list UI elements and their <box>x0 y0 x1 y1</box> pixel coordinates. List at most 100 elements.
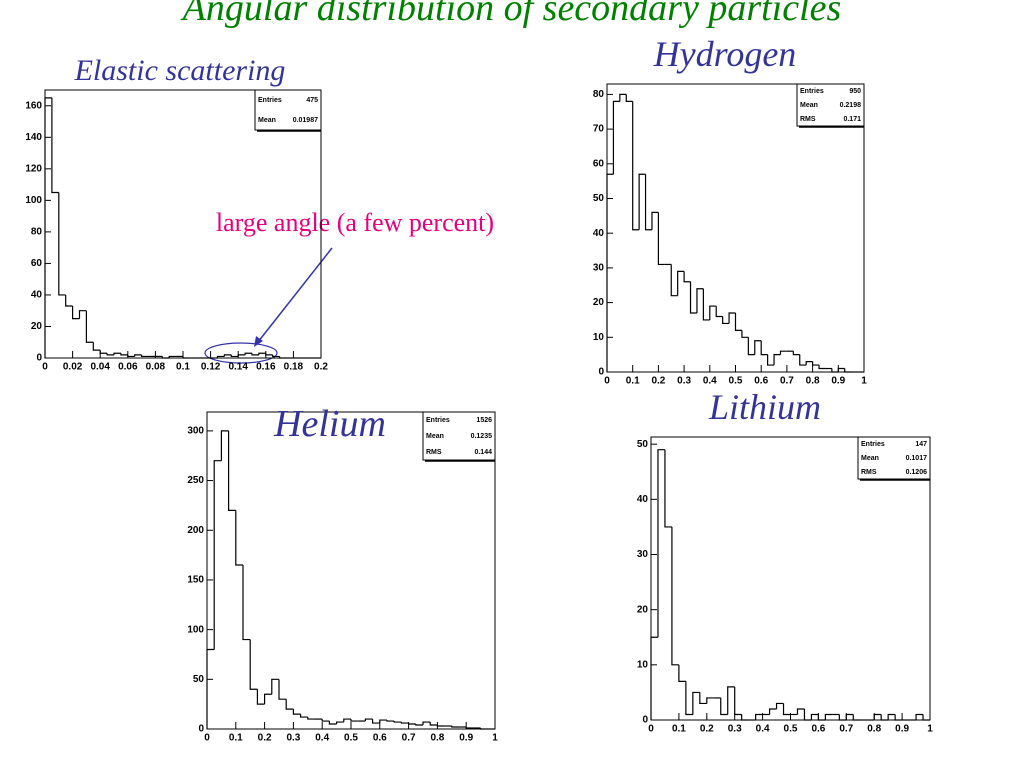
histogram-bin <box>141 354 149 358</box>
histogram-bin <box>408 723 416 725</box>
histogram-bin <box>364 718 373 722</box>
y-tick-label: 120 <box>25 163 42 174</box>
histogram-bin <box>699 692 707 705</box>
stats-value: 0.1206 <box>906 469 928 476</box>
histogram-bin <box>768 708 777 715</box>
histogram-bin <box>235 510 243 566</box>
histogram-bin <box>734 686 742 716</box>
chart-title: Elastic scattering <box>74 54 286 87</box>
x-tick-label: 0.2 <box>258 733 272 744</box>
histogram-bin <box>638 173 646 230</box>
histogram-bin <box>106 353 114 356</box>
stats-value: 1526 <box>476 417 492 424</box>
y-tick-label: 100 <box>187 624 204 635</box>
histogram-bin <box>838 714 847 721</box>
histogram-bin <box>734 313 742 331</box>
x-tick-label: 0.3 <box>728 724 742 735</box>
histogram-bin <box>220 430 229 461</box>
slide-title: Angular distribution of secondary partic… <box>180 0 842 29</box>
histogram-bin <box>671 526 679 666</box>
histogram-bin <box>279 356 287 359</box>
histogram-bin <box>767 354 775 366</box>
stats-value: 0.144 <box>474 449 492 456</box>
histogram-bin <box>213 460 222 650</box>
y-tick-label: 60 <box>593 158 605 169</box>
histogram-bin <box>692 691 700 715</box>
stats-value: 0.01987 <box>293 117 318 124</box>
histogram-bin <box>72 305 80 320</box>
x-tick-label: 0.6 <box>373 733 387 744</box>
histogram-bin <box>644 174 652 231</box>
y-tick-label: 160 <box>25 100 42 111</box>
histogram-bin <box>429 722 438 726</box>
histogram-bin <box>168 355 177 358</box>
histogram-bin <box>113 352 121 355</box>
chart-title: Lithium <box>708 387 821 427</box>
histogram-bin <box>812 361 820 366</box>
histogram-bin <box>264 693 272 705</box>
x-tick-label: 0.5 <box>784 724 798 735</box>
x-tick-label: 0.1 <box>672 724 686 735</box>
histogram-bin <box>393 721 402 723</box>
histogram-bin <box>773 354 781 366</box>
histogram-bin <box>837 367 845 372</box>
annotation: large angle (a few percent) <box>216 208 494 237</box>
stats-box <box>422 411 496 461</box>
histogram-bin <box>228 430 236 511</box>
x-tick-label: 0.08 <box>146 362 166 373</box>
x-tick-label: 0 <box>604 376 610 387</box>
x-tick-label: 0.2 <box>314 362 328 373</box>
stats-label: Mean <box>800 102 818 109</box>
histogram-bin <box>810 713 819 720</box>
histogram-bin <box>436 725 445 727</box>
y-tick-label: 250 <box>187 475 204 486</box>
histogram-bin <box>272 354 280 358</box>
histogram-bin <box>258 352 266 355</box>
histogram-bin <box>715 306 723 318</box>
stats-label: RMS <box>800 116 816 123</box>
y-tick-label: 80 <box>593 89 605 100</box>
histogram-bin <box>651 211 659 230</box>
stats-label: Entries <box>258 97 282 104</box>
histogram-bin <box>612 100 620 175</box>
histogram-bin <box>415 724 423 726</box>
histogram-bin <box>728 312 736 324</box>
histogram-bin <box>134 354 142 357</box>
y-tick-label: 100 <box>25 195 42 206</box>
x-tick-label: 0 <box>648 724 654 735</box>
stats-value: 0.2198 <box>840 102 862 109</box>
histogram-bin <box>818 365 826 370</box>
histogram-bin <box>657 449 665 638</box>
stats-box <box>857 436 931 480</box>
x-tick-label: 0.5 <box>729 376 743 387</box>
histogram-bin <box>92 342 101 351</box>
histogram-bin <box>65 294 73 307</box>
stats-value: 0.171 <box>843 116 861 123</box>
stats-label: Mean <box>258 117 276 124</box>
x-tick-label: 0.9 <box>459 733 473 744</box>
histogram-bin <box>244 352 252 355</box>
x-tick-label: 0.3 <box>286 733 300 744</box>
histogram-bin <box>657 212 665 266</box>
histogram-bin <box>720 697 728 716</box>
histogram-bin <box>328 721 337 725</box>
y-tick-label: 50 <box>193 674 205 685</box>
histogram-bin <box>887 713 896 720</box>
y-tick-label: 10 <box>637 659 649 670</box>
x-tick-label: 0.7 <box>780 376 794 387</box>
x-tick-label: 0.7 <box>839 724 853 735</box>
stats-value: 147 <box>915 441 927 448</box>
histogram-bin <box>256 689 265 705</box>
histogram-bin <box>372 719 380 724</box>
y-tick-label: 50 <box>593 193 605 204</box>
x-tick-label: 1 <box>927 724 933 735</box>
histogram-bin <box>880 714 889 721</box>
y-tick-label: 200 <box>187 525 204 536</box>
histogram-bin <box>792 351 800 356</box>
stats-label: Entries <box>426 417 450 424</box>
x-tick-label: 0.2 <box>700 724 714 735</box>
x-tick-label: 0.8 <box>430 733 444 744</box>
x-tick-label: 0.9 <box>895 724 909 735</box>
y-tick-label: 0 <box>198 724 204 735</box>
histogram-bin <box>230 354 239 358</box>
